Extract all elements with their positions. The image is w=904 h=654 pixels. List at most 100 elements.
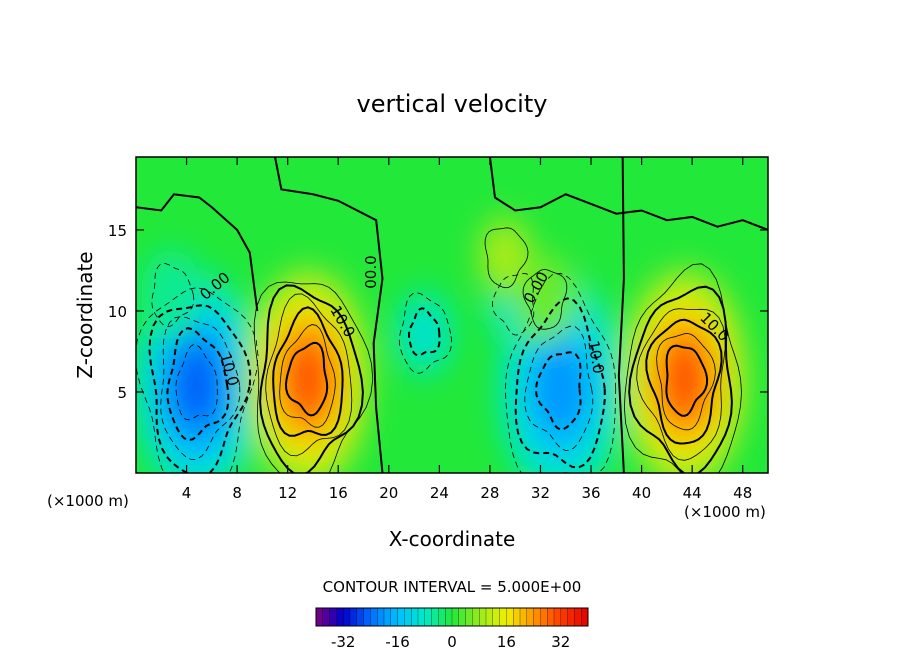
x-tick-label: 4 [182, 484, 192, 502]
x-tick-label: 20 [379, 484, 398, 502]
colorbar-cell [519, 607, 528, 627]
x-unit-right: (×1000 m) [684, 503, 766, 521]
colorbar-cell [363, 607, 371, 627]
colorbar-cell [431, 607, 439, 627]
contour-line [253, 281, 374, 473]
field-band [406, 306, 443, 361]
colorbar-cell [492, 607, 501, 627]
colorbar-cell [540, 607, 548, 627]
colorbar-tick-label: 32 [551, 633, 570, 651]
colorbar-cell [322, 607, 331, 627]
colorbar-cell [438, 607, 446, 627]
contour-line [160, 316, 241, 460]
colorbar-cell [343, 607, 351, 627]
colorbar-cell [404, 607, 412, 627]
field-band [487, 229, 523, 283]
zero-contour [617, 157, 625, 473]
heatmap-field [136, 157, 768, 473]
zero-contour [274, 157, 384, 473]
colorbar-cell [390, 607, 399, 627]
plot-frame [135, 156, 769, 474]
colorbar-cell [567, 607, 575, 627]
x-tick-label: 32 [531, 484, 550, 502]
colorbar-cell [383, 607, 392, 627]
field-band [287, 342, 329, 416]
contour-line [175, 344, 218, 421]
contour-line [408, 307, 441, 357]
colorbar-tick-label: 16 [497, 633, 516, 651]
x-tick-label: 40 [632, 484, 651, 502]
contour-label: 10.0 [584, 339, 608, 375]
colorbar [315, 607, 589, 627]
colorbar-cell [581, 607, 589, 627]
colorbar-cell [553, 607, 562, 627]
colorbar-tick-label: -32 [331, 633, 356, 651]
colorbar-cell [506, 607, 514, 627]
colorbar-cell [315, 607, 324, 627]
field-band [141, 249, 202, 341]
colorbar-cell [465, 607, 473, 627]
colorbar-cell [472, 607, 480, 627]
y-axis-ticks: 5 10 15 [108, 222, 768, 402]
x-axis-ticks: 4 8 12 16 20 24 28 32 36 40 44 48 [182, 157, 752, 502]
y-tick-label: 15 [108, 222, 127, 240]
colorbar-cell [424, 607, 433, 627]
colorbar-tick-label: 0 [447, 633, 457, 651]
contour-line [656, 333, 716, 431]
contour-label: 00.0 [362, 255, 380, 288]
colorbar-cell [445, 607, 453, 627]
y-axis-label: Z-coordinate [73, 251, 97, 378]
x-tick-label: 16 [329, 484, 348, 502]
colorbar-cell [397, 607, 405, 627]
colorbar-cell [574, 607, 582, 627]
contour-line [628, 285, 733, 473]
colorbar-tick-label: -16 [385, 633, 410, 651]
colorbar-cell [479, 607, 487, 627]
x-unit-left: (×1000 m) [47, 492, 129, 510]
contour-line [398, 292, 452, 374]
colorbar-cell [526, 607, 535, 627]
contour-line [522, 269, 568, 330]
contour-line [279, 324, 336, 428]
colorbar-cell [370, 607, 378, 627]
x-tick-label: 48 [733, 484, 752, 502]
colorbar-cell [349, 607, 358, 627]
contour-line [636, 308, 726, 461]
contour-line [504, 272, 617, 473]
colorbar-cell [533, 607, 541, 627]
contour-line [665, 344, 709, 417]
x-tick-label: 28 [480, 484, 499, 502]
colorbar-cell [560, 607, 569, 627]
contour-interval-text: CONTOUR INTERVAL = 5.000E+00 [323, 578, 582, 596]
contour-lines [136, 157, 768, 473]
contour-line [534, 351, 582, 431]
contour-line [284, 341, 329, 417]
zero-contour [488, 157, 768, 231]
contour-line [259, 284, 364, 473]
contour-line [151, 263, 195, 328]
colorbar-cell [485, 607, 494, 627]
zero-contour [136, 193, 259, 312]
colorbar-cell [513, 607, 521, 627]
y-tick-label: 10 [108, 303, 127, 321]
field-band [174, 345, 220, 426]
x-tick-label: 24 [430, 484, 449, 502]
contour-line [166, 327, 230, 442]
contour-line [265, 293, 353, 457]
colorbar-cell [356, 607, 365, 627]
colorbar-cell [377, 607, 385, 627]
y-tick-label: 5 [117, 384, 127, 402]
contour-line [491, 273, 535, 336]
contour-line [484, 227, 529, 289]
colorbar-frame [315, 607, 589, 627]
colorbar-cell [547, 607, 555, 627]
colorbar-cell [458, 607, 467, 627]
colorbar-cell [329, 607, 337, 627]
contour-line [524, 325, 594, 451]
x-tick-label: 8 [232, 484, 242, 502]
contour-line [514, 297, 606, 469]
x-tick-label: 44 [683, 484, 702, 502]
colorbar-cell [451, 607, 460, 627]
colorbar-cell [411, 607, 419, 627]
